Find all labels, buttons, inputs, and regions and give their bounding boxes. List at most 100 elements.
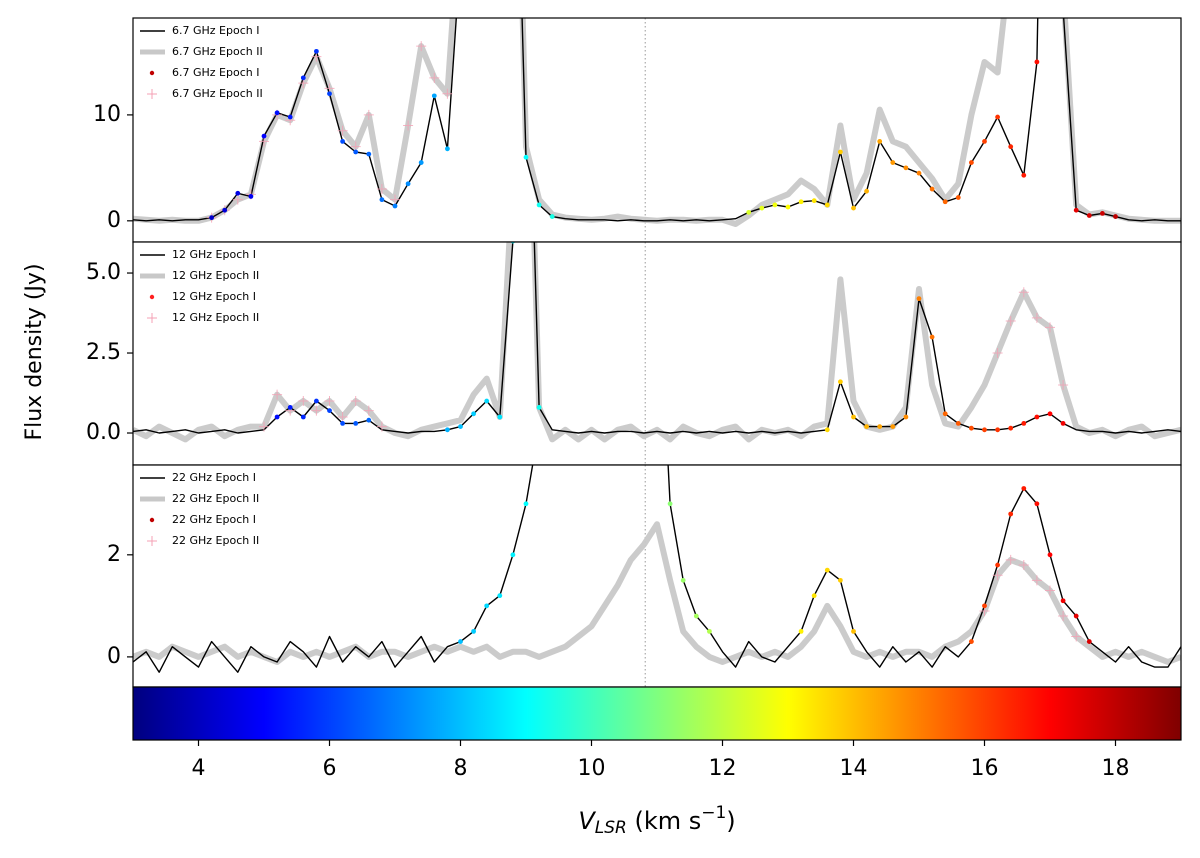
velocity-dot — [418, 160, 424, 165]
velocity-dot — [353, 149, 359, 155]
velocity-dot — [523, 154, 529, 160]
velocity-dot — [1034, 501, 1040, 507]
cross-marker — [337, 125, 348, 136]
y-tick-label: 0 — [107, 644, 121, 669]
velocity-dot — [445, 146, 450, 152]
velocity-dot — [929, 186, 935, 192]
velocity-dot — [497, 593, 503, 599]
velocity-dot — [1008, 511, 1014, 517]
velocity-dot — [536, 405, 542, 410]
velocity-dot — [353, 421, 359, 426]
legend-label: 12 GHz Epoch I — [172, 248, 256, 261]
velocity-dot — [1086, 213, 1092, 218]
velocity-dot — [314, 398, 319, 404]
legend-label: 12 GHz Epoch II — [172, 269, 259, 282]
velocity-dot — [327, 408, 332, 414]
velocity-dot — [392, 203, 398, 209]
velocity-dot — [366, 151, 372, 157]
cross-marker — [1018, 560, 1029, 571]
velocity-dot — [300, 414, 306, 420]
cross-marker — [324, 396, 335, 407]
cross-marker — [1058, 611, 1069, 622]
legend-dot — [149, 517, 155, 523]
plot-frame-bg — [133, 18, 1181, 242]
cross-marker — [376, 421, 387, 432]
velocity-dot — [1034, 414, 1040, 420]
velocity-dot — [1047, 552, 1053, 558]
velocity-dot — [235, 190, 241, 196]
velocity-dot — [340, 421, 345, 426]
velocity-dot — [536, 202, 542, 208]
y-tick-label: 2 — [107, 542, 121, 567]
plot-area — [133, 242, 1181, 465]
cross-marker — [1005, 554, 1016, 565]
x-tick-label: 8 — [454, 756, 468, 781]
velocity-dot — [798, 199, 804, 205]
velocity-dot — [824, 427, 830, 433]
velocity-dot — [838, 379, 843, 385]
velocity-dot — [838, 577, 843, 583]
velocity-dot — [523, 501, 529, 507]
velocity-dot — [287, 405, 293, 410]
velocity-dot — [484, 603, 490, 609]
cross-marker — [337, 412, 348, 423]
velocity-dot — [458, 424, 463, 430]
x-axis-label: VLSR (km s−1) — [578, 803, 735, 838]
velocity-dot — [864, 188, 869, 194]
velocity-dot — [1086, 639, 1092, 644]
cross-marker — [1071, 631, 1082, 642]
y-axis-label: Flux density (Jy) — [22, 263, 47, 440]
velocity-dot — [274, 414, 280, 420]
spectrum-line — [133, 465, 1181, 673]
cross-marker — [1018, 287, 1029, 298]
legend-cross — [147, 313, 157, 323]
velocity-dot — [1060, 421, 1066, 426]
cross-marker — [1045, 585, 1055, 596]
velocity-dot — [995, 562, 1000, 568]
velocity-dot — [877, 424, 883, 430]
legend-cross — [147, 536, 157, 546]
x-tick-label: 10 — [578, 756, 606, 781]
cross-marker — [1005, 316, 1016, 327]
velocity-dot — [851, 414, 856, 420]
plot-frame-bg — [133, 465, 1181, 687]
velocity-dot — [1034, 59, 1040, 65]
velocity-dot — [1073, 613, 1079, 619]
x-label-part: (km s — [627, 807, 701, 835]
legend-dot — [149, 294, 155, 300]
cross-marker — [298, 396, 309, 407]
x-tick-label: 4 — [192, 756, 206, 781]
cross-marker — [1045, 322, 1055, 333]
cross-marker — [403, 120, 414, 131]
legend-label: 6.7 GHz Epoch I — [172, 66, 259, 79]
y-tick-label: 5.0 — [86, 260, 121, 285]
velocity-dot — [274, 110, 280, 116]
cross-marker — [390, 194, 400, 205]
cross-marker — [1031, 312, 1042, 323]
legend-label: 22 GHz Epoch II — [172, 534, 259, 547]
cross-marker — [232, 194, 243, 205]
velocity-dot — [1008, 144, 1014, 150]
velocity-dot — [903, 414, 909, 420]
x-tick-label: 14 — [840, 756, 868, 781]
velocity-dot — [838, 149, 843, 155]
velocity-dot — [366, 417, 372, 423]
legend-dot — [149, 70, 155, 76]
velocity-dot — [471, 411, 476, 417]
velocity-dot — [824, 567, 830, 573]
velocity-dot — [955, 195, 961, 200]
colorbar — [132, 686, 1182, 741]
velocity-dot — [209, 215, 215, 221]
velocity-dot — [327, 91, 332, 97]
velocity-dot — [471, 628, 476, 634]
spectrum-thick-line — [133, 242, 1181, 443]
velocity-dot — [811, 593, 817, 599]
velocity-dot — [890, 160, 896, 165]
x-label-part: ) — [726, 807, 735, 835]
velocity-dot — [929, 334, 935, 340]
cross-marker — [1058, 380, 1069, 391]
cross-marker — [311, 405, 322, 416]
legend-label: 22 GHz Epoch I — [172, 471, 256, 484]
velocity-dot — [851, 205, 856, 211]
